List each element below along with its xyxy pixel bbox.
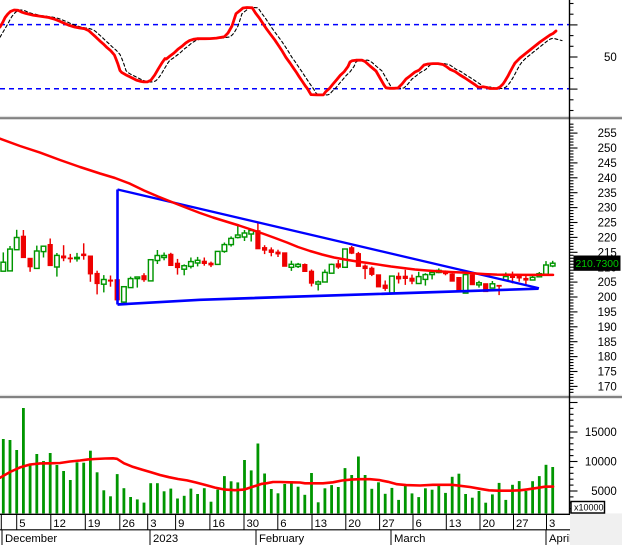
svg-text:20: 20 (483, 518, 496, 530)
svg-text:3: 3 (150, 518, 156, 530)
svg-text:April: April (549, 533, 572, 545)
svg-text:9: 9 (178, 518, 184, 530)
svg-text:225: 225 (598, 218, 617, 230)
svg-text:13: 13 (449, 518, 462, 530)
svg-text:5: 5 (19, 518, 25, 530)
svg-text:235: 235 (598, 188, 617, 200)
svg-text:185: 185 (598, 337, 617, 349)
svg-text:13: 13 (315, 518, 328, 530)
svg-text:12: 12 (53, 518, 66, 530)
svg-text:230: 230 (598, 203, 617, 215)
svg-text:x10000: x10000 (574, 503, 604, 513)
svg-text:27: 27 (382, 518, 395, 530)
svg-text:February: February (259, 533, 305, 545)
svg-text:10000: 10000 (585, 457, 617, 469)
svg-text:195: 195 (598, 307, 617, 319)
svg-text:50: 50 (604, 52, 617, 64)
svg-text:170: 170 (598, 382, 617, 394)
svg-text:20: 20 (348, 518, 361, 530)
svg-text:190: 190 (598, 322, 617, 334)
svg-text:205: 205 (598, 277, 617, 289)
svg-text:26: 26 (122, 518, 135, 530)
svg-text:250: 250 (598, 143, 617, 155)
svg-text:200: 200 (598, 292, 617, 304)
svg-text:255: 255 (598, 128, 617, 140)
svg-text:15000: 15000 (585, 427, 617, 439)
svg-text:180: 180 (598, 352, 617, 364)
svg-text:2023: 2023 (153, 533, 178, 545)
svg-text:March: March (394, 533, 425, 545)
svg-text:6: 6 (416, 518, 422, 530)
svg-text:175: 175 (598, 367, 617, 379)
svg-text:245: 245 (598, 158, 617, 170)
svg-text:210.7300: 210.7300 (576, 259, 620, 270)
svg-text:27: 27 (516, 518, 529, 530)
svg-text:16: 16 (212, 518, 225, 530)
svg-text:3: 3 (549, 518, 555, 530)
svg-text:December: December (5, 533, 57, 545)
svg-text:30: 30 (247, 518, 260, 530)
svg-text:6: 6 (280, 518, 286, 530)
svg-text:19: 19 (88, 518, 101, 530)
svg-text:220: 220 (598, 233, 617, 245)
svg-text:240: 240 (598, 173, 617, 185)
svg-text:5000: 5000 (591, 486, 617, 498)
